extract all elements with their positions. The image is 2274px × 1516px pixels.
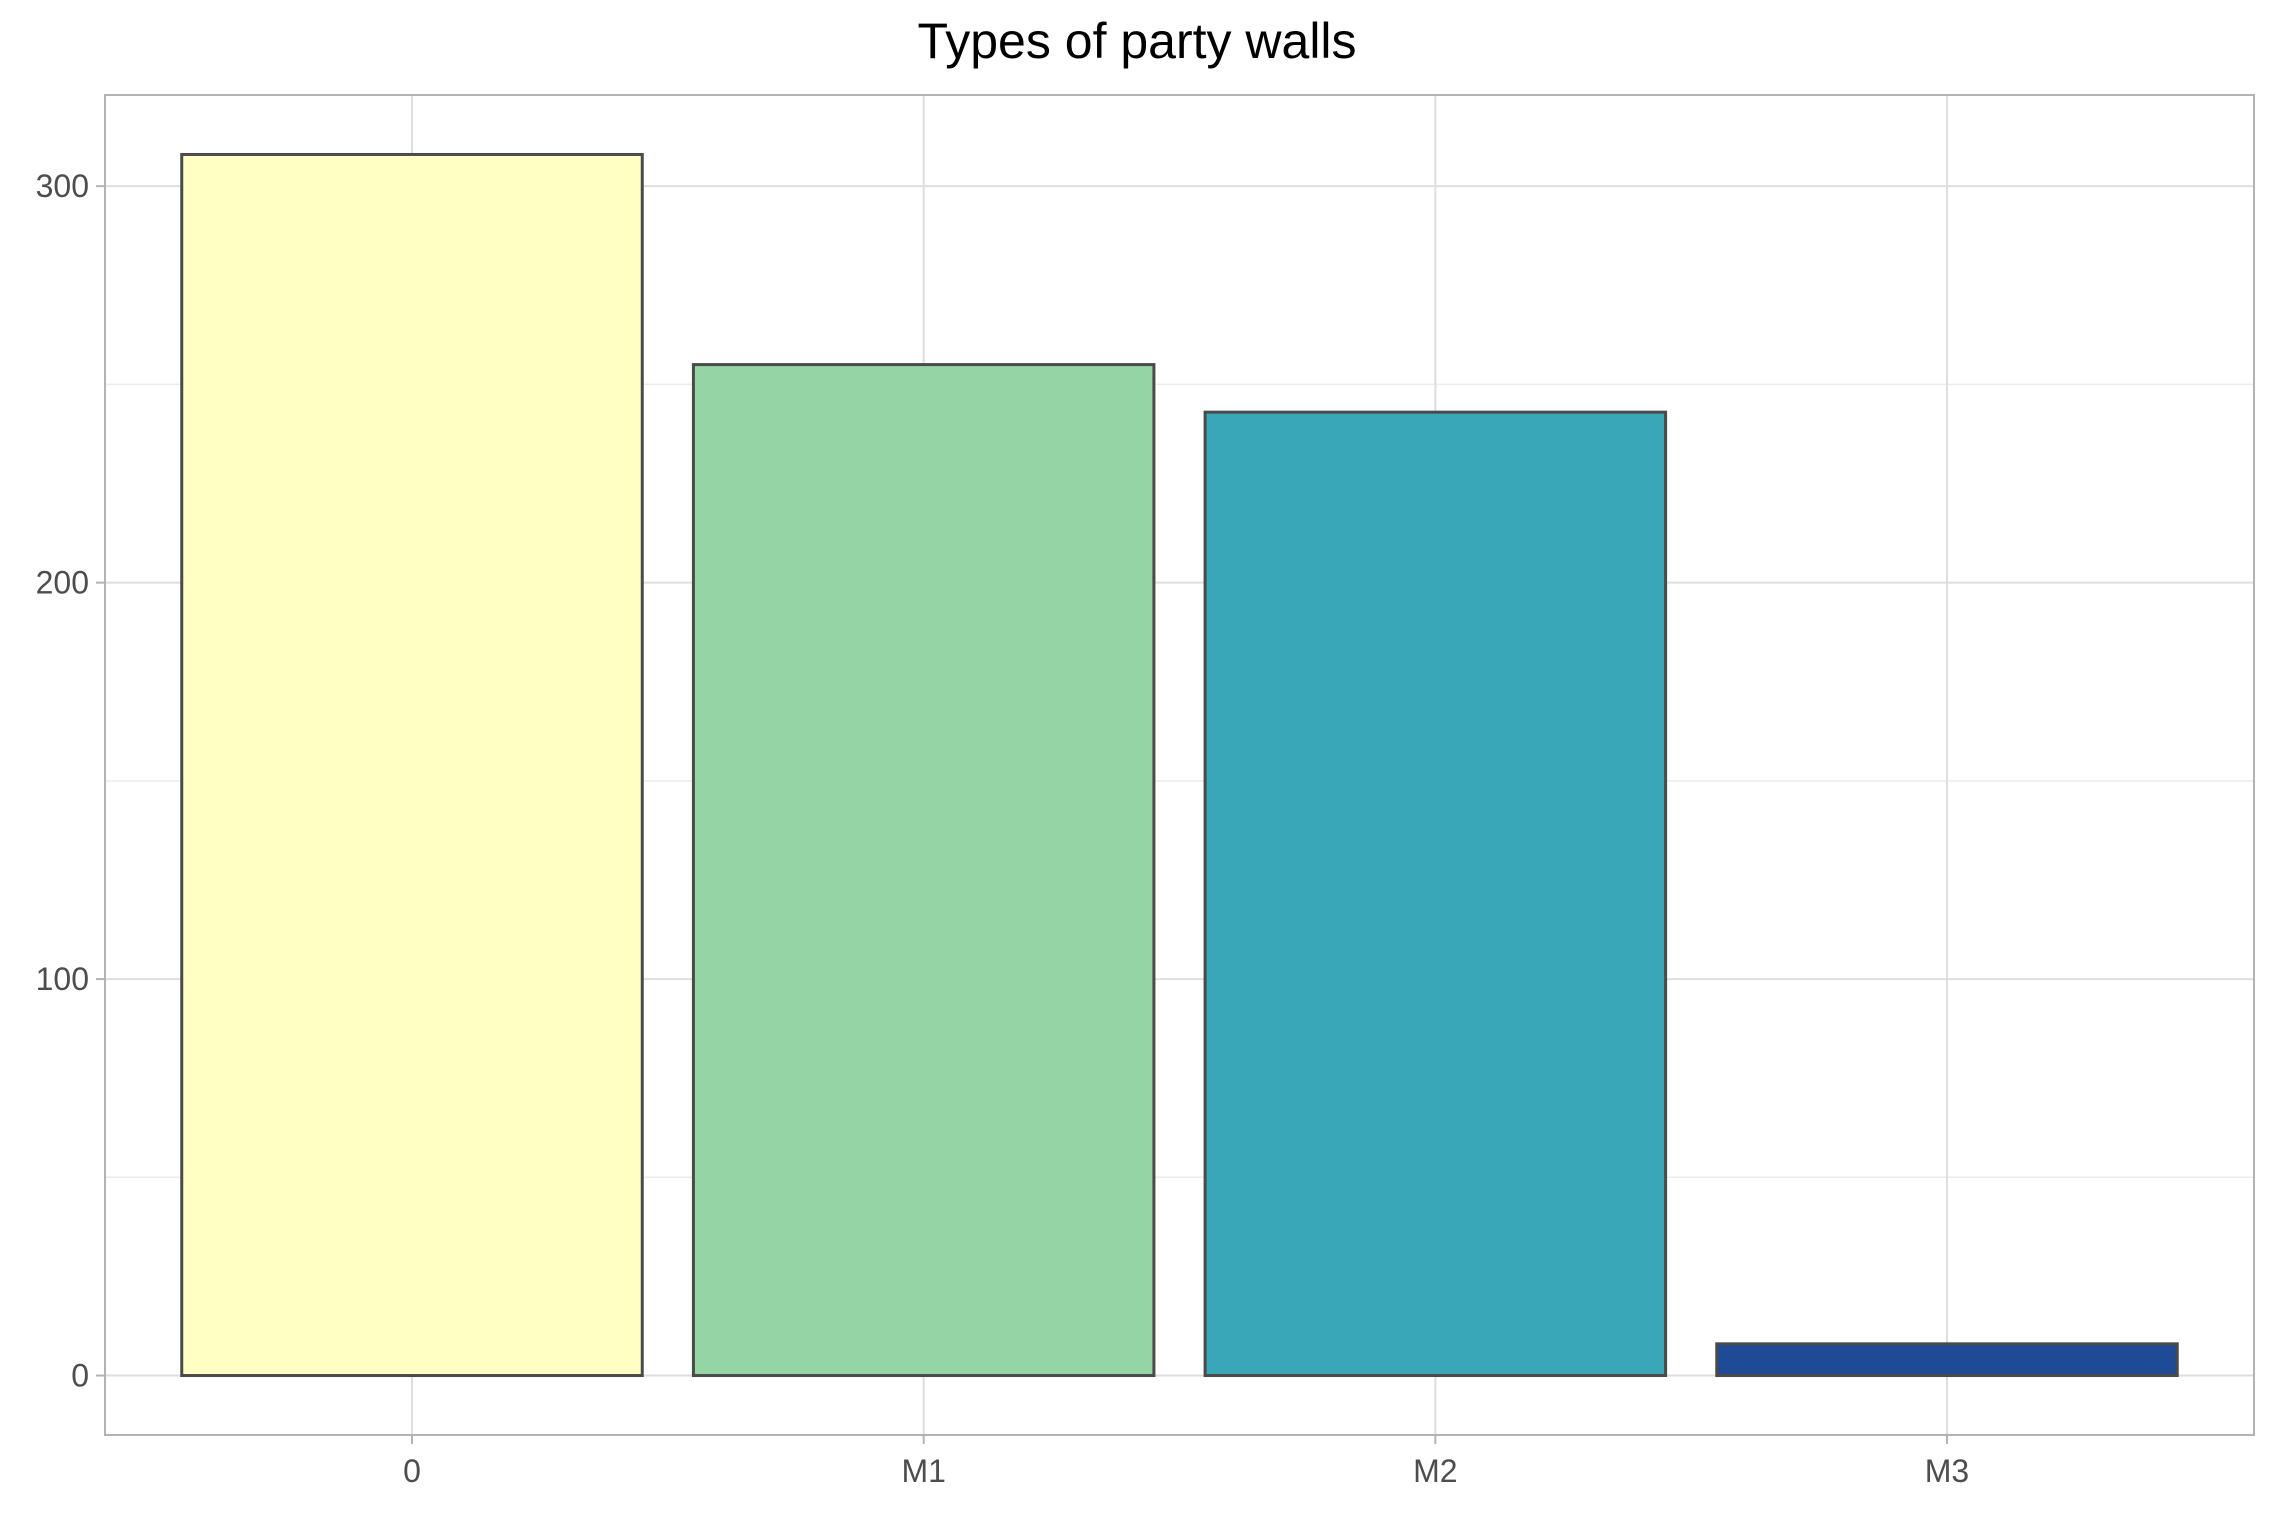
bar-M3 [1715, 1342, 2179, 1378]
bar-M1 [691, 363, 1156, 1378]
bars [180, 152, 2179, 1378]
axis-ticks [96, 185, 1948, 1444]
panel-border [104, 94, 2255, 1436]
x-tick-label: M2 [1413, 1453, 1457, 1489]
y-tick-label: 0 [71, 1358, 89, 1394]
y-tick-label: 200 [36, 565, 89, 601]
x-tick-label: M1 [901, 1453, 945, 1489]
x-tick-label: 0 [403, 1453, 421, 1489]
bar-0 [180, 152, 644, 1378]
chart-title: Types of party walls [917, 13, 1357, 69]
y-tick-label: 100 [36, 961, 89, 997]
bar-M2 [1203, 410, 1668, 1378]
x-tick-label: M3 [1925, 1453, 1969, 1489]
tick-labels: 0 100 200 300 0 M1 M2 M3 [36, 168, 1970, 1489]
y-tick-label: 300 [36, 168, 89, 204]
